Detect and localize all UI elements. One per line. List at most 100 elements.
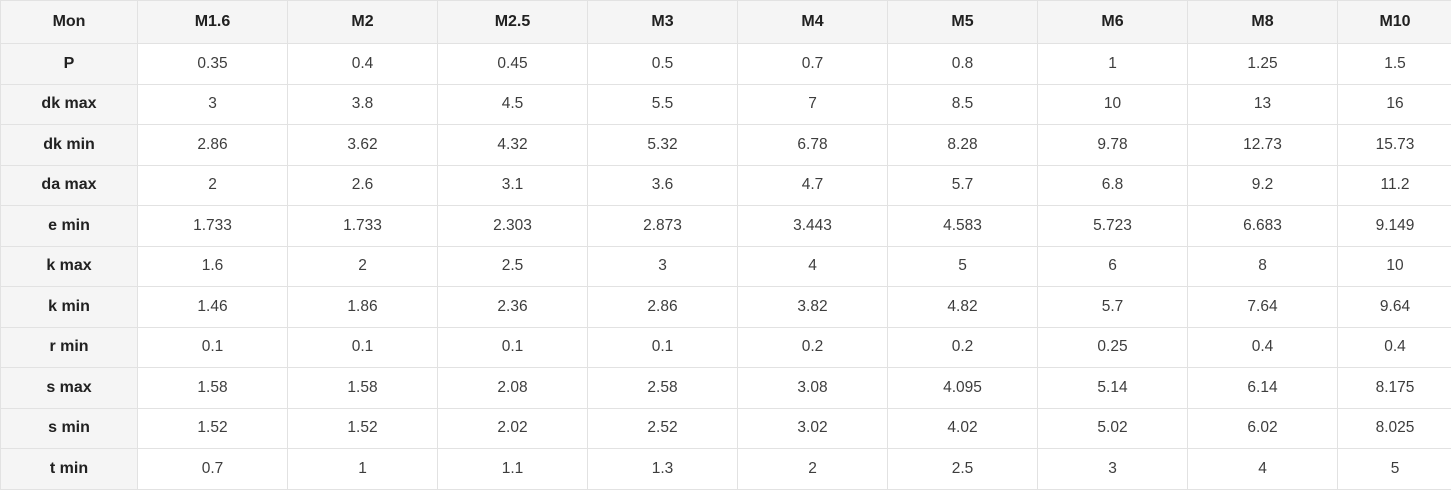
table-cell: 9.78: [1037, 124, 1188, 166]
table-cell: 0.4: [1337, 326, 1451, 368]
table-cell: 0.1: [437, 326, 588, 368]
row-label: e min: [0, 205, 138, 247]
table-cell: 2.5: [437, 245, 588, 287]
table-cell: 2.303: [437, 205, 588, 247]
column-header: M1.6: [137, 0, 288, 44]
table-cell: 1.25: [1187, 43, 1338, 85]
table-cell: 8.28: [887, 124, 1038, 166]
table-cell: 4.5: [437, 83, 588, 125]
table-cell: 3.82: [737, 286, 888, 328]
table-cell: 1.46: [137, 286, 288, 328]
table-cell: 3: [1037, 448, 1188, 490]
table-cell: 3.6: [587, 164, 738, 206]
table-cell: 1.5: [1337, 43, 1451, 85]
table-row: s max 1.58 1.58 2.08 2.58 3.08 4.095 5.14 6.14 8.…: [0, 367, 1451, 409]
table-cell: 0.7: [737, 43, 888, 85]
table-cell: 6.14: [1187, 367, 1338, 409]
table-cell: 0.4: [1187, 326, 1338, 368]
table-cell: 2.86: [587, 286, 738, 328]
table-cell: 0.8: [887, 43, 1038, 85]
row-label: dk min: [0, 124, 138, 166]
table-cell: 2: [137, 164, 288, 206]
table-cell: 8.5: [887, 83, 1038, 125]
table-cell: 0.1: [137, 326, 288, 368]
table-cell: 8.025: [1337, 407, 1451, 449]
table-cell: 1.733: [287, 205, 438, 247]
table-cell: 2: [287, 245, 438, 287]
table-cell: 2.52: [587, 407, 738, 449]
table-cell: 6.02: [1187, 407, 1338, 449]
table-cell: 12.73: [1187, 124, 1338, 166]
table-cell: 9.64: [1337, 286, 1451, 328]
table-cell: 0.5: [587, 43, 738, 85]
table-cell: 7: [737, 83, 888, 125]
table-cell: 3.1: [437, 164, 588, 206]
table-cell: 3.8: [287, 83, 438, 125]
table-cell: 2.58: [587, 367, 738, 409]
table-row: r min 0.1 0.1 0.1 0.1 0.2 0.2 0.25 0.4 0.4: [0, 326, 1451, 368]
table-cell: 16: [1337, 83, 1451, 125]
table-cell: 15.73: [1337, 124, 1451, 166]
table-cell: 4.32: [437, 124, 588, 166]
row-label: P: [0, 43, 138, 85]
row-label: t min: [0, 448, 138, 490]
table-cell: 2.02: [437, 407, 588, 449]
table-cell: 9.2: [1187, 164, 1338, 206]
row-label: k max: [0, 245, 138, 287]
column-header: M6: [1037, 0, 1188, 44]
table-cell: 4: [1187, 448, 1338, 490]
table-cell: 1.52: [287, 407, 438, 449]
table-cell: 1.86: [287, 286, 438, 328]
table-cell: 0.35: [137, 43, 288, 85]
table-cell: 8: [1187, 245, 1338, 287]
table-cell: 5.14: [1037, 367, 1188, 409]
header-row: Mon M1.6 M2 M2.5 M3 M4 M5 M6 M8 M10: [0, 0, 1451, 44]
table-row: dk max 3 3.8 4.5 5.5 7 8.5 10 13 16: [0, 83, 1451, 125]
column-header: M10: [1337, 0, 1451, 44]
table-cell: 1.1: [437, 448, 588, 490]
table-cell: 1.733: [137, 205, 288, 247]
table-cell: 2: [737, 448, 888, 490]
table-cell: 4.583: [887, 205, 1038, 247]
row-label: dk max: [0, 83, 138, 125]
table-cell: 9.149: [1337, 205, 1451, 247]
table-cell: 5.7: [1037, 286, 1188, 328]
table-cell: 10: [1037, 83, 1188, 125]
table-cell: 4.7: [737, 164, 888, 206]
table-row: P 0.35 0.4 0.45 0.5 0.7 0.8 1 1.25 1.5: [0, 43, 1451, 85]
table-cell: 13: [1187, 83, 1338, 125]
table-cell: 4.82: [887, 286, 1038, 328]
table-cell: 1.58: [137, 367, 288, 409]
table-cell: 6.8: [1037, 164, 1188, 206]
table-cell: 6.683: [1187, 205, 1338, 247]
table-cell: 0.25: [1037, 326, 1188, 368]
table-cell: 5.02: [1037, 407, 1188, 449]
column-header: M3: [587, 0, 738, 44]
row-label: da max: [0, 164, 138, 206]
table-row: t min 0.7 1 1.1 1.3 2 2.5 3 4 5: [0, 448, 1451, 490]
table-cell: 1: [1037, 43, 1188, 85]
table-cell: 0.4: [287, 43, 438, 85]
table-cell: 5: [887, 245, 1038, 287]
table-row: da max 2 2.6 3.1 3.6 4.7 5.7 6.8 9.2 11.2: [0, 164, 1451, 206]
table-cell: 5.7: [887, 164, 1038, 206]
table-cell: 6: [1037, 245, 1188, 287]
table-row: k min 1.46 1.86 2.36 2.86 3.82 4.82 5.7 7.64 9.64: [0, 286, 1451, 328]
table-cell: 10: [1337, 245, 1451, 287]
table-cell: 5.5: [587, 83, 738, 125]
table-cell: 5: [1337, 448, 1451, 490]
table-cell: 5.723: [1037, 205, 1188, 247]
table-cell: 0.7: [137, 448, 288, 490]
table-cell: 7.64: [1187, 286, 1338, 328]
table-cell: 2.873: [587, 205, 738, 247]
table-cell: 3.62: [287, 124, 438, 166]
table-cell: 8.175: [1337, 367, 1451, 409]
table-cell: 2.08: [437, 367, 588, 409]
table-cell: 4: [737, 245, 888, 287]
table-cell: 0.2: [737, 326, 888, 368]
table-row: e min 1.733 1.733 2.303 2.873 3.443 4.583 5.723…: [0, 205, 1451, 247]
row-label: s max: [0, 367, 138, 409]
corner-header: Mon: [0, 0, 138, 44]
column-header: M8: [1187, 0, 1338, 44]
